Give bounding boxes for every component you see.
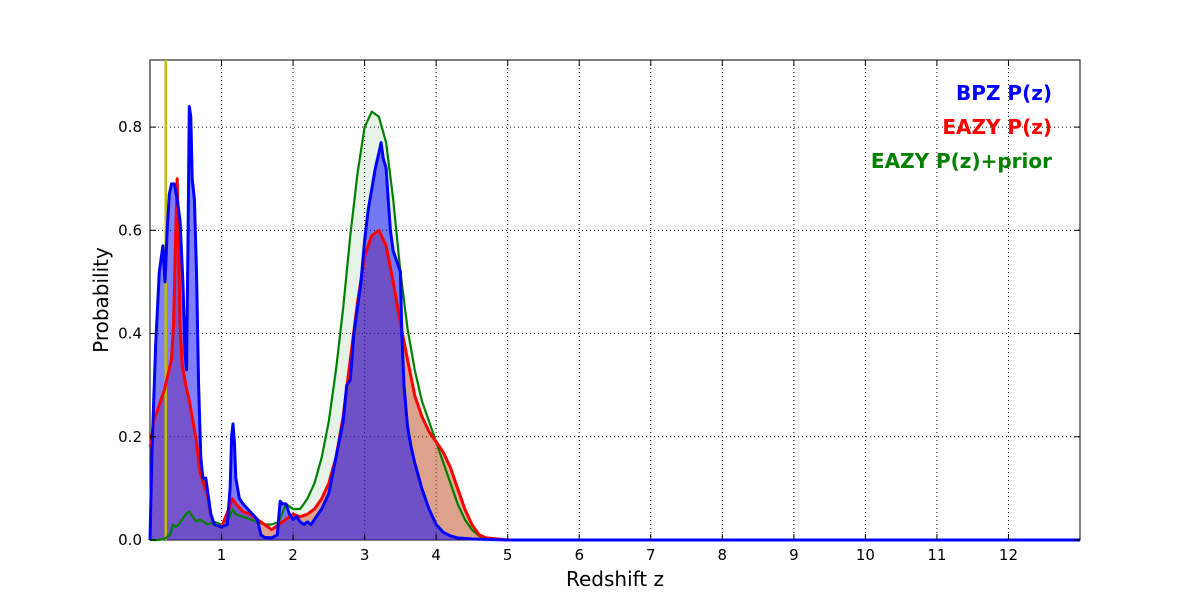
legend-entry: EAZY P(z)+prior <box>871 149 1052 173</box>
series-fill-1 <box>150 178 1080 540</box>
x-tick-label: 2 <box>288 546 298 564</box>
x-tick-label: 11 <box>927 546 946 564</box>
legend-entry: EAZY P(z) <box>942 115 1052 139</box>
series-fills <box>150 106 1080 540</box>
x-tick-label: 8 <box>718 546 728 564</box>
legend: BPZ P(z) EAZY P(z) EAZY P(z)+prior <box>871 81 1052 173</box>
grid-lines <box>150 60 1080 540</box>
x-tick-label: 12 <box>999 546 1018 564</box>
x-tick-label: 1 <box>217 546 227 564</box>
x-tick-label: 10 <box>856 546 875 564</box>
y-tick-label: 0.6 <box>118 221 142 239</box>
series-fill-2 <box>150 111 1080 540</box>
legend-entry: BPZ P(z) <box>956 81 1052 105</box>
plot-frame <box>149 59 1081 541</box>
series-lines <box>148 105 1080 542</box>
y-tick-label: 0.4 <box>118 325 142 343</box>
y-axis-label: Probability <box>89 247 113 353</box>
x-tick-label: 4 <box>431 546 441 564</box>
x-tick-label: 6 <box>574 546 584 564</box>
series-line-1 <box>148 177 1080 542</box>
axis-ticks: 1 2 3 4 5 6 7 8 9 10 11 120.00.20.40.60.8 <box>118 60 1080 564</box>
y-tick-label: 0.0 <box>118 531 142 549</box>
x-tick-label: 7 <box>646 546 656 564</box>
y-tick-label: 0.8 <box>118 118 142 136</box>
x-axis-label: Redshift z <box>566 567 664 591</box>
x-tick-label: 5 <box>503 546 513 564</box>
x-tick-label: 3 <box>360 546 370 564</box>
y-tick-label: 0.2 <box>118 428 142 446</box>
series-fill-0 <box>150 106 1080 540</box>
x-tick-label: 9 <box>789 546 799 564</box>
series-line-2 <box>150 110 1080 542</box>
series-line-0 <box>148 105 1080 542</box>
